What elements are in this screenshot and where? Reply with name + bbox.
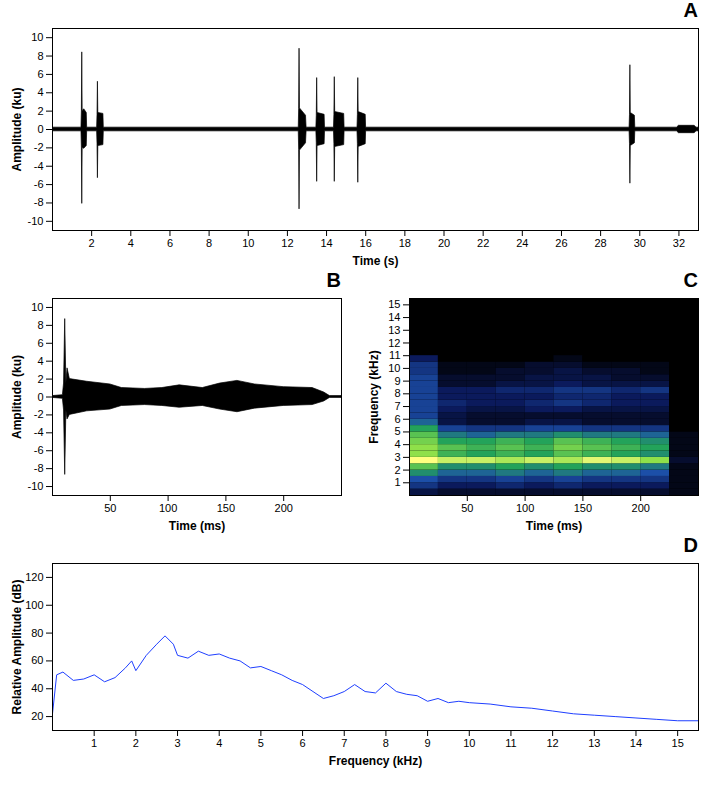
svg-text:13: 13 [588, 737, 600, 749]
svg-text:50: 50 [104, 502, 116, 514]
svg-text:15: 15 [672, 737, 684, 749]
svg-text:6: 6 [37, 68, 43, 80]
svg-text:9: 9 [394, 375, 400, 387]
svg-text:100: 100 [25, 599, 43, 611]
svg-text:14: 14 [388, 311, 400, 323]
svg-text:4: 4 [37, 355, 43, 367]
svg-text:-8: -8 [34, 462, 44, 474]
svg-text:6: 6 [300, 737, 306, 749]
svg-text:-2: -2 [34, 408, 44, 420]
svg-text:20: 20 [31, 710, 43, 722]
svg-text:80: 80 [31, 627, 43, 639]
svg-text:1: 1 [91, 737, 97, 749]
svg-text:-2: -2 [34, 141, 44, 153]
svg-text:12: 12 [547, 737, 559, 749]
svg-text:60: 60 [31, 654, 43, 666]
svg-text:Frequency (kHz): Frequency (kHz) [329, 754, 422, 768]
svg-text:14: 14 [630, 737, 642, 749]
svg-text:0: 0 [37, 123, 43, 135]
svg-text:-6: -6 [34, 178, 44, 190]
svg-text:8: 8 [37, 319, 43, 331]
svg-text:2: 2 [37, 373, 43, 385]
html-text:C: C [683, 269, 698, 291]
svg-text:3: 3 [394, 451, 400, 463]
svg-text:100: 100 [159, 502, 177, 514]
svg-text:50: 50 [461, 502, 473, 514]
svg-text:Time (ms): Time (ms) [526, 519, 582, 533]
svg-text:Relative Amplitude (dB): Relative Amplitude (dB) [10, 580, 24, 715]
svg-text:8: 8 [37, 50, 43, 62]
svg-text:2: 2 [89, 237, 95, 249]
svg-text:3: 3 [174, 737, 180, 749]
svg-text:20: 20 [438, 237, 450, 249]
svg-text:4: 4 [37, 86, 43, 98]
svg-text:150: 150 [574, 502, 592, 514]
svg-text:Frequency (kHz): Frequency (kHz) [367, 350, 381, 443]
svg-text:-4: -4 [34, 160, 44, 172]
svg-text:11: 11 [505, 737, 516, 749]
html-text:B: B [326, 269, 341, 291]
svg-text:30: 30 [634, 237, 646, 249]
svg-text:5: 5 [258, 737, 264, 749]
svg-text:10: 10 [31, 301, 43, 313]
svg-text:200: 200 [632, 502, 650, 514]
svg-text:120: 120 [25, 571, 43, 583]
svg-text:4: 4 [394, 438, 400, 450]
svg-text:8: 8 [383, 737, 389, 749]
svg-text:-10: -10 [28, 215, 44, 227]
svg-text:18: 18 [399, 237, 411, 249]
svg-text:22: 22 [477, 237, 489, 249]
svg-text:24: 24 [516, 237, 528, 249]
svg-text:9: 9 [425, 737, 431, 749]
svg-text:12: 12 [388, 337, 400, 349]
svg-text:26: 26 [555, 237, 567, 249]
svg-text:6: 6 [37, 337, 43, 349]
svg-text:6: 6 [167, 237, 173, 249]
svg-text:4: 4 [216, 737, 222, 749]
svg-text:10: 10 [463, 737, 475, 749]
html-text:A: A [683, 0, 698, 21]
svg-text:1: 1 [394, 476, 400, 488]
svg-text:200: 200 [275, 502, 293, 514]
svg-text:13: 13 [388, 324, 400, 336]
svg-text:2: 2 [37, 105, 43, 117]
svg-text:6: 6 [394, 413, 400, 425]
svg-text:-8: -8 [34, 196, 44, 208]
svg-text:14: 14 [320, 237, 332, 249]
svg-text:12: 12 [281, 237, 293, 249]
svg-text:Time (ms): Time (ms) [169, 519, 225, 533]
svg-text:Time (s): Time (s) [353, 254, 399, 268]
svg-text:2: 2 [394, 464, 400, 476]
svg-text:40: 40 [31, 682, 43, 694]
svg-text:5: 5 [394, 425, 400, 437]
svg-text:2: 2 [133, 737, 139, 749]
svg-text:-10: -10 [28, 480, 44, 492]
svg-text:8: 8 [206, 237, 212, 249]
svg-text:100: 100 [516, 502, 534, 514]
svg-text:150: 150 [217, 502, 235, 514]
svg-text:Amplitude (ku): Amplitude (ku) [10, 88, 24, 172]
svg-text:10: 10 [388, 362, 400, 374]
svg-text:4: 4 [128, 237, 134, 249]
svg-text:15: 15 [388, 298, 400, 310]
svg-text:-6: -6 [34, 444, 44, 456]
html-text:D: D [683, 534, 698, 556]
svg-text:10: 10 [242, 237, 254, 249]
svg-text:28: 28 [594, 237, 606, 249]
svg-text:11: 11 [389, 349, 400, 361]
svg-text:32: 32 [673, 237, 685, 249]
svg-text:7: 7 [341, 737, 347, 749]
svg-text:Amplitude (ku): Amplitude (ku) [10, 355, 24, 439]
svg-text:7: 7 [394, 400, 400, 412]
svg-text:0: 0 [37, 391, 43, 403]
svg-text:-4: -4 [34, 426, 44, 438]
svg-text:10: 10 [31, 31, 43, 43]
svg-text:16: 16 [360, 237, 372, 249]
svg-text:8: 8 [394, 387, 400, 399]
